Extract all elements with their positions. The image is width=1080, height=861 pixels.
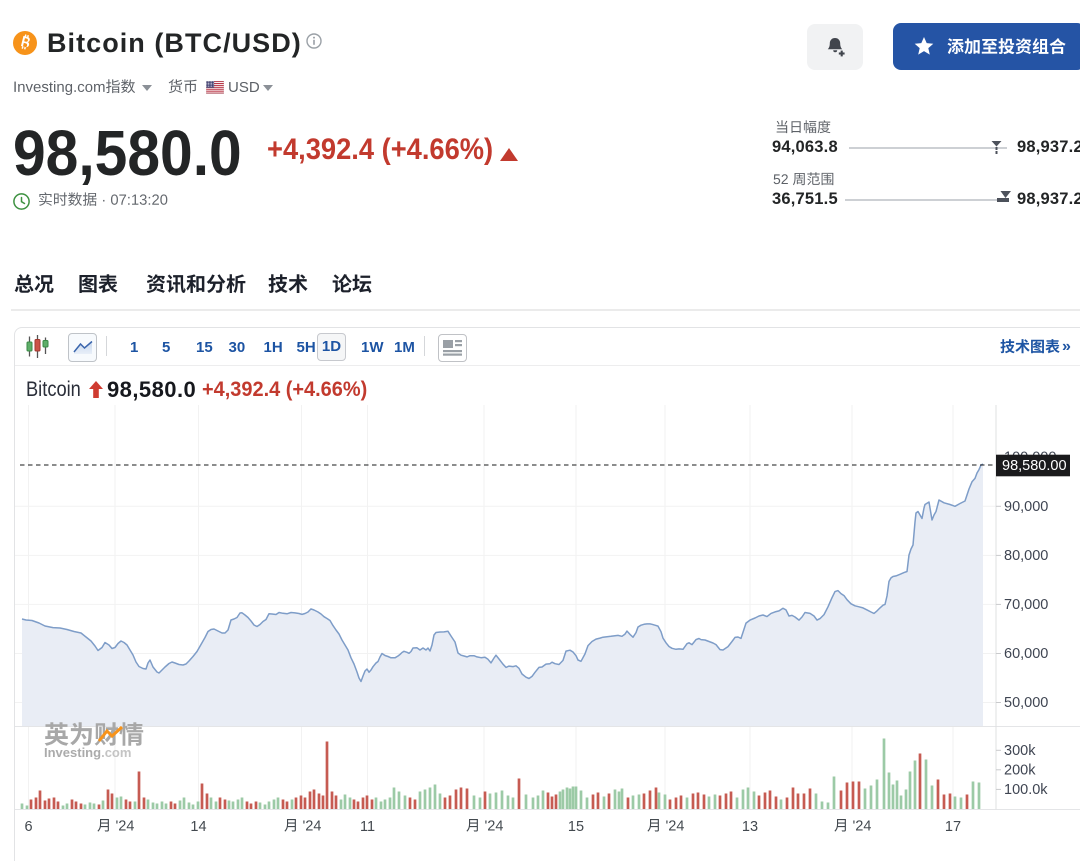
svg-text:100.0k: 100.0k bbox=[1004, 782, 1048, 798]
svg-text:200k: 200k bbox=[1004, 762, 1036, 778]
svg-text:14: 14 bbox=[190, 819, 206, 835]
svg-text:90,000: 90,000 bbox=[1004, 499, 1048, 515]
svg-text:13: 13 bbox=[742, 819, 758, 835]
svg-text:300k: 300k bbox=[1004, 743, 1036, 759]
svg-text:98,580.00: 98,580.00 bbox=[1002, 458, 1067, 474]
svg-text:50,000: 50,000 bbox=[1004, 695, 1048, 711]
svg-text:70,000: 70,000 bbox=[1004, 597, 1048, 613]
svg-text:17: 17 bbox=[945, 819, 961, 835]
svg-text:80,000: 80,000 bbox=[1004, 548, 1048, 564]
svg-text:11: 11 bbox=[360, 819, 375, 835]
svg-text:15: 15 bbox=[568, 819, 584, 835]
svg-text:6: 6 bbox=[24, 819, 32, 835]
svg-text:60,000: 60,000 bbox=[1004, 646, 1048, 662]
